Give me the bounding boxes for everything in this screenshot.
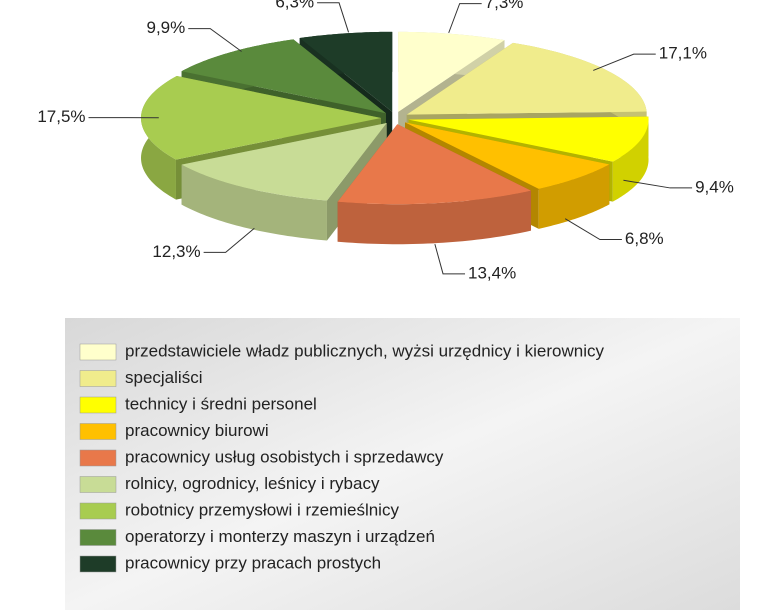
slice-outer-wall	[612, 116, 649, 202]
data-label: 13,4%	[468, 263, 516, 282]
legend-swatch	[79, 476, 117, 493]
data-label: 9,4%	[695, 177, 734, 196]
legend-swatch	[79, 502, 117, 520]
slice	[405, 122, 610, 189]
legend-swatch	[79, 555, 117, 573]
data-label: 6,3%	[275, 0, 314, 11]
slice-outer-wall	[181, 164, 327, 241]
slice	[398, 31, 505, 112]
legend-label: operatorzy i monterzy maszyn i urządzeń	[125, 527, 435, 546]
slice	[299, 31, 393, 112]
legend-swatch	[79, 449, 117, 467]
leader-line	[448, 3, 482, 34]
legend-label: rolnicy, ogrodnicy, leśnicy i rybacy	[125, 474, 380, 493]
leader-line	[593, 53, 656, 71]
pie	[141, 31, 649, 245]
slice	[181, 123, 387, 201]
leader-line	[203, 227, 255, 253]
slice	[181, 39, 386, 114]
legend-swatch	[79, 343, 117, 361]
leader-line	[434, 244, 466, 275]
data-label: 6,8%	[625, 229, 664, 248]
legend-swatch	[79, 370, 117, 387]
slice	[406, 42, 647, 115]
slice	[337, 124, 532, 205]
data-label: 17,5%	[37, 107, 85, 126]
leader-line	[564, 218, 622, 241]
slice	[408, 116, 649, 162]
legend-label: pracownicy biurowi	[125, 421, 269, 440]
legend-label: pracownicy usług osobistych i sprzedawcy	[125, 447, 444, 466]
leader-line	[188, 28, 242, 52]
legend-box	[65, 318, 740, 610]
data-label: 12,3%	[152, 242, 200, 261]
slice	[141, 75, 382, 160]
legend-label: specjaliści	[125, 368, 202, 387]
leader-line	[317, 2, 350, 33]
slice-outer-wall	[337, 190, 532, 245]
legend-swatch	[79, 529, 117, 546]
legend-swatch	[79, 396, 117, 414]
legend-label: technicy i średni personel	[125, 394, 317, 413]
data-label: 17,1%	[659, 44, 707, 63]
data-label: 7,3%	[485, 0, 524, 12]
legend-swatch	[79, 423, 117, 440]
legend-label: robotnicy przemysłowi i rzemieślnicy	[125, 500, 399, 519]
slice-outer-wall	[538, 164, 610, 229]
data-label: 9,9%	[146, 18, 185, 37]
leader-line	[623, 179, 693, 189]
legend-label: przedstawiciele władz publicznych, wyżsi…	[125, 341, 605, 360]
legend-label: pracownicy przy pracach prostych	[125, 553, 381, 572]
